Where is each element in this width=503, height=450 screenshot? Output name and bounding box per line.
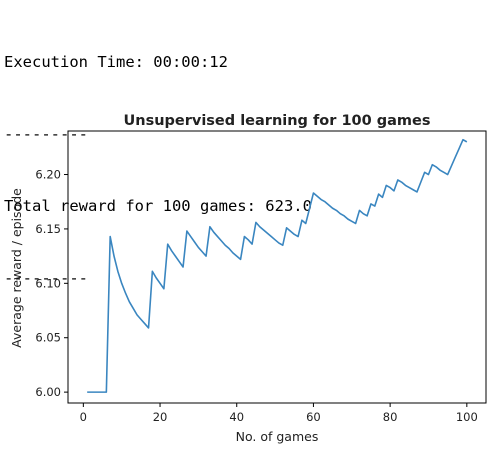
y-tick-label: 6.15 xyxy=(35,222,61,236)
y-tick-label: 6.10 xyxy=(35,276,61,290)
execution-time-line: Execution Time: 00:00:12 xyxy=(4,53,228,71)
separator-line: --------- xyxy=(4,269,88,287)
x-axis-label: No. of games xyxy=(236,429,319,444)
console-output: Execution Time: 00:00:12 --------- Total… xyxy=(4,2,312,314)
chart-title: Unsupervised learning for 100 games xyxy=(123,113,430,129)
y-tick-label: 6.20 xyxy=(35,168,61,182)
x-tick-label: 80 xyxy=(383,410,398,424)
x-tick-label: 0 xyxy=(80,410,87,424)
x-tick-label: 100 xyxy=(456,410,478,424)
separator-line: --------- xyxy=(4,125,88,143)
x-axis: 0 20 40 60 80 100 xyxy=(80,403,478,424)
x-tick-label: 40 xyxy=(229,410,244,424)
x-tick-label: 60 xyxy=(306,410,321,424)
plot-frame xyxy=(67,130,487,404)
x-tick-label: 20 xyxy=(153,410,168,424)
y-tick-label: 6.00 xyxy=(35,385,61,399)
total-reward-line: Total reward for 100 games: 623.0 xyxy=(4,197,312,215)
y-axis-label: Average reward / episode xyxy=(9,188,24,348)
y-axis: 6.00 6.05 6.10 6.15 6.20 xyxy=(35,168,68,399)
y-tick-label: 6.05 xyxy=(35,331,61,345)
series-line xyxy=(87,138,468,393)
